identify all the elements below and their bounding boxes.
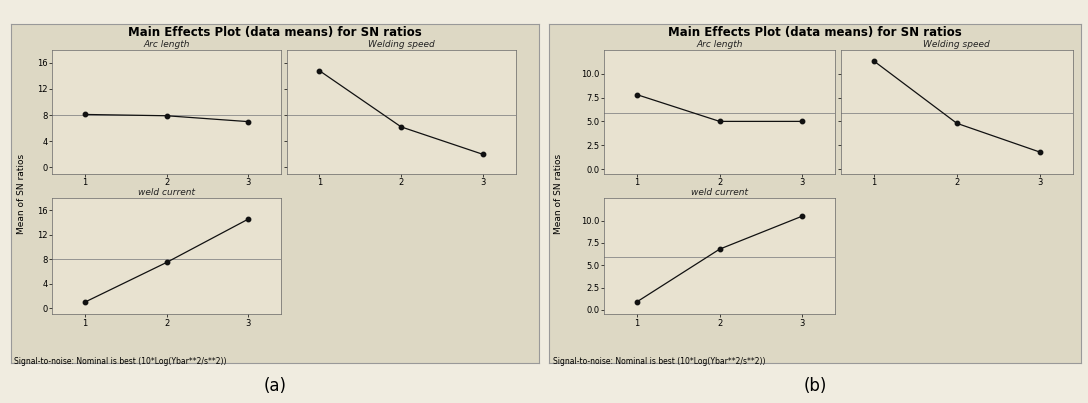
Title: weld current: weld current (138, 189, 195, 197)
Title: Welding speed: Welding speed (924, 40, 990, 49)
Text: Main Effects Plot (data means) for SN ratios: Main Effects Plot (data means) for SN ra… (128, 26, 422, 39)
Text: Main Effects Plot (data means) for SN ratios: Main Effects Plot (data means) for SN ra… (668, 26, 962, 39)
Text: (b): (b) (803, 377, 827, 395)
Text: (a): (a) (263, 377, 287, 395)
Text: Mean of SN ratios: Mean of SN ratios (17, 154, 26, 233)
Text: Signal-to-noise: Nominal is best (10*Log(Ybar**2/s**2)): Signal-to-noise: Nominal is best (10*Log… (553, 357, 765, 366)
Title: Welding speed: Welding speed (368, 40, 434, 49)
Text: Mean of SN ratios: Mean of SN ratios (554, 154, 562, 233)
Title: Arc length: Arc length (144, 40, 190, 49)
Title: weld current: weld current (691, 189, 749, 197)
Text: Signal-to-noise: Nominal is best (10*Log(Ybar**2/s**2)): Signal-to-noise: Nominal is best (10*Log… (14, 357, 226, 366)
Title: Arc length: Arc length (696, 40, 743, 49)
